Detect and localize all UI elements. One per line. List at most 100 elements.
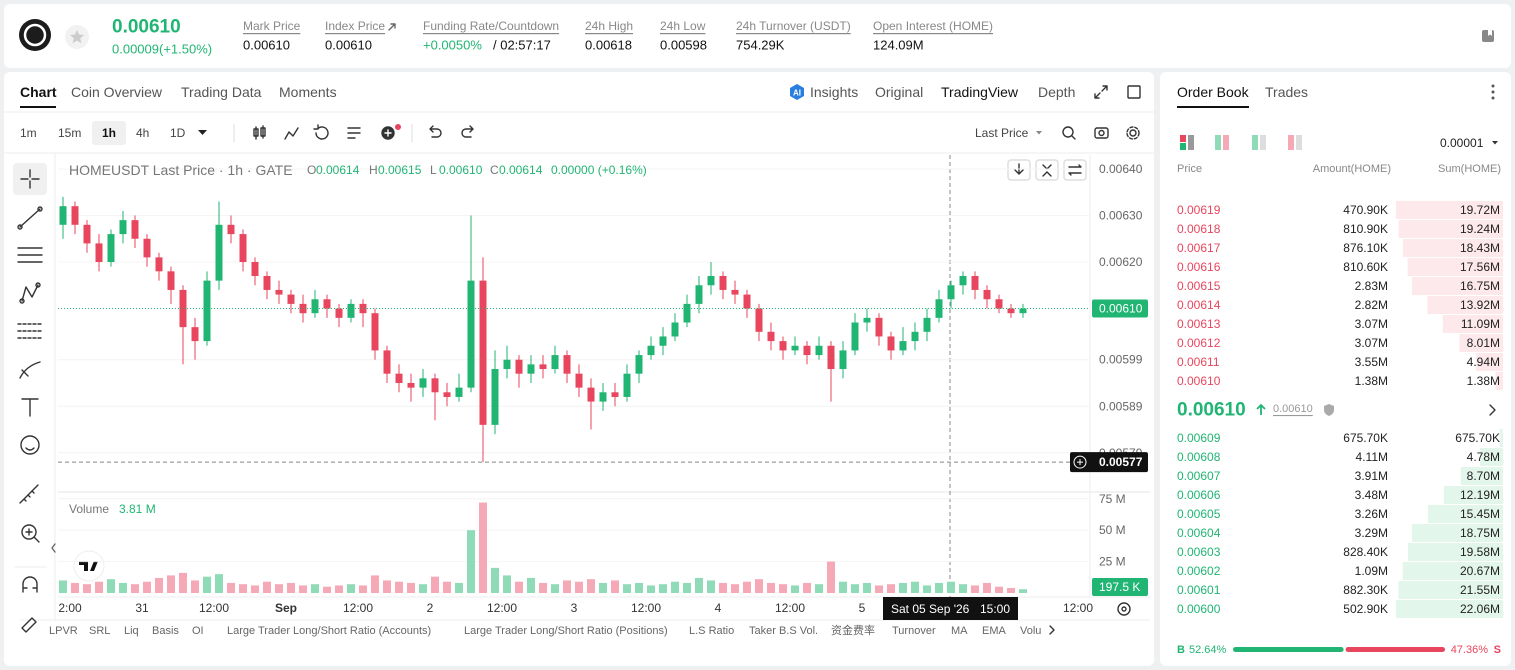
book-price[interactable]: 0.00618 <box>1177 222 1221 236</box>
more-menu[interactable] <box>1491 84 1495 100</box>
book-price[interactable]: 0.00602 <box>1177 564 1221 578</box>
ai-icon[interactable]: AI <box>790 84 804 100</box>
indicator[interactable]: Turnover <box>892 625 936 637</box>
crosshair-date: Sat 05 Sep '26 <box>891 602 970 616</box>
chart-tab[interactable]: Coin Overview <box>71 84 163 100</box>
indicator[interactable]: Basis <box>152 625 179 637</box>
depth-bar <box>1443 486 1503 504</box>
volume-bar <box>131 584 139 593</box>
book-sum: 12.19M <box>1460 488 1500 502</box>
book-price[interactable]: 0.00614 <box>1177 298 1221 312</box>
book-layout-icons[interactable] <box>1180 135 1302 150</box>
book-sum: 1.38M <box>1467 374 1500 388</box>
interval[interactable]: 1D <box>170 126 186 140</box>
note-icon[interactable] <box>1482 30 1494 42</box>
book-price[interactable]: 0.00612 <box>1177 336 1221 350</box>
indicator[interactable]: Large Trader Long/Short Ratio (Accounts) <box>227 625 431 637</box>
book-price[interactable]: 0.00603 <box>1177 545 1221 559</box>
candle-body <box>947 285 955 300</box>
book-price[interactable]: 0.00610 <box>1177 374 1221 388</box>
x-tick-label: 12:00 <box>343 601 373 615</box>
indicators-scroll[interactable] <box>1049 625 1055 635</box>
interval[interactable]: 4h <box>136 126 149 140</box>
interval-dropdown[interactable] <box>198 130 207 135</box>
settings-gear[interactable] <box>1117 602 1131 616</box>
chart-tab[interactable]: Chart <box>20 84 57 100</box>
view-tab[interactable]: Depth <box>1038 84 1075 100</box>
candle-body <box>959 275 967 286</box>
view-tab[interactable]: Original <box>875 84 923 100</box>
book-price[interactable]: 0.00608 <box>1177 450 1221 464</box>
indicator[interactable]: Large Trader Long/Short Ratio (Positions… <box>464 625 668 637</box>
indicator[interactable]: Volu <box>1020 625 1041 637</box>
source-dropdown[interactable] <box>1036 131 1042 135</box>
book-price[interactable]: 0.00600 <box>1177 602 1221 616</box>
depth-bar <box>1396 600 1503 618</box>
book-price[interactable]: 0.00619 <box>1177 203 1221 217</box>
volume-bar <box>671 581 679 593</box>
x-tick-label: 12:00 <box>775 601 805 615</box>
candle-body <box>767 331 775 342</box>
fullscreen-icon[interactable] <box>1094 85 1108 99</box>
indicator[interactable]: Liq <box>124 625 139 637</box>
candle-body <box>563 355 571 374</box>
interval[interactable]: 1m <box>20 126 37 140</box>
book-price[interactable]: 0.00605 <box>1177 507 1221 521</box>
candle-body <box>623 373 631 397</box>
legend-value: 0.00614 <box>499 163 543 177</box>
stat-label: 24h High <box>585 19 633 33</box>
view-tab[interactable]: Insights <box>810 84 858 100</box>
book-price[interactable]: 0.00606 <box>1177 488 1221 502</box>
book-price[interactable]: 0.00604 <box>1177 526 1221 540</box>
candle-body <box>731 289 739 295</box>
chart-buttons[interactable] <box>1007 159 1087 181</box>
book-tab[interactable]: Trades <box>1265 84 1308 100</box>
volume-bar <box>899 582 907 593</box>
indicator[interactable]: Taker B.S Vol. <box>749 625 818 637</box>
candle-body <box>263 275 271 290</box>
book-price[interactable]: 0.00611 <box>1177 355 1220 369</box>
window-icon[interactable] <box>1127 85 1141 99</box>
volume-bar <box>707 580 715 593</box>
up-arrow <box>1256 403 1266 415</box>
candle-body <box>851 322 859 351</box>
candle-body <box>191 327 199 342</box>
price-source[interactable]: Last Price <box>975 126 1029 140</box>
precision[interactable]: 0.00001 <box>1440 136 1484 150</box>
interval[interactable]: 15m <box>58 126 81 140</box>
add-alert[interactable] <box>1073 455 1087 469</box>
book-price[interactable]: 0.00601 <box>1177 583 1221 597</box>
indicator[interactable]: EMA <box>982 625 1007 637</box>
indicator[interactable]: L.S Ratio <box>689 625 734 637</box>
candle-body <box>251 262 259 276</box>
book-price[interactable]: 0.00617 <box>1177 241 1221 255</box>
book-price[interactable]: 0.00613 <box>1177 317 1221 331</box>
collapse-toolbar[interactable] <box>51 543 56 553</box>
book-price[interactable]: 0.00615 <box>1177 279 1221 293</box>
external-link-icon[interactable] <box>388 23 396 31</box>
indicator[interactable]: MA <box>951 625 968 637</box>
view-tab[interactable]: TradingView <box>941 84 1019 100</box>
book-price[interactable]: 0.00607 <box>1177 469 1221 483</box>
toolbar-icons[interactable] <box>253 124 1140 140</box>
candle-body <box>215 224 223 281</box>
book-price[interactable]: 0.00616 <box>1177 260 1221 274</box>
indicator[interactable]: SRL <box>89 625 110 637</box>
candle-body <box>155 257 163 272</box>
indicator[interactable]: LPVR <box>49 625 78 637</box>
shield-icon <box>1324 404 1334 416</box>
legend-value: 0.00615 <box>378 163 422 177</box>
indicator[interactable]: OI <box>192 625 204 637</box>
chevron[interactable] <box>1489 404 1496 416</box>
chart-tab[interactable]: Moments <box>279 84 337 100</box>
favorite-button[interactable] <box>65 25 89 49</box>
drawing-tools[interactable] <box>13 163 47 633</box>
book-tab[interactable]: Order Book <box>1177 84 1250 100</box>
precision-dropdown[interactable] <box>1492 141 1498 145</box>
volume-current: 3.81 M <box>119 502 156 516</box>
stat-value: 0.00610 <box>325 38 372 53</box>
interval[interactable]: 1h <box>102 126 116 140</box>
book-price[interactable]: 0.00609 <box>1177 431 1221 445</box>
chart-tab[interactable]: Trading Data <box>181 84 262 100</box>
indicator[interactable]: 资金费率 <box>831 623 875 637</box>
